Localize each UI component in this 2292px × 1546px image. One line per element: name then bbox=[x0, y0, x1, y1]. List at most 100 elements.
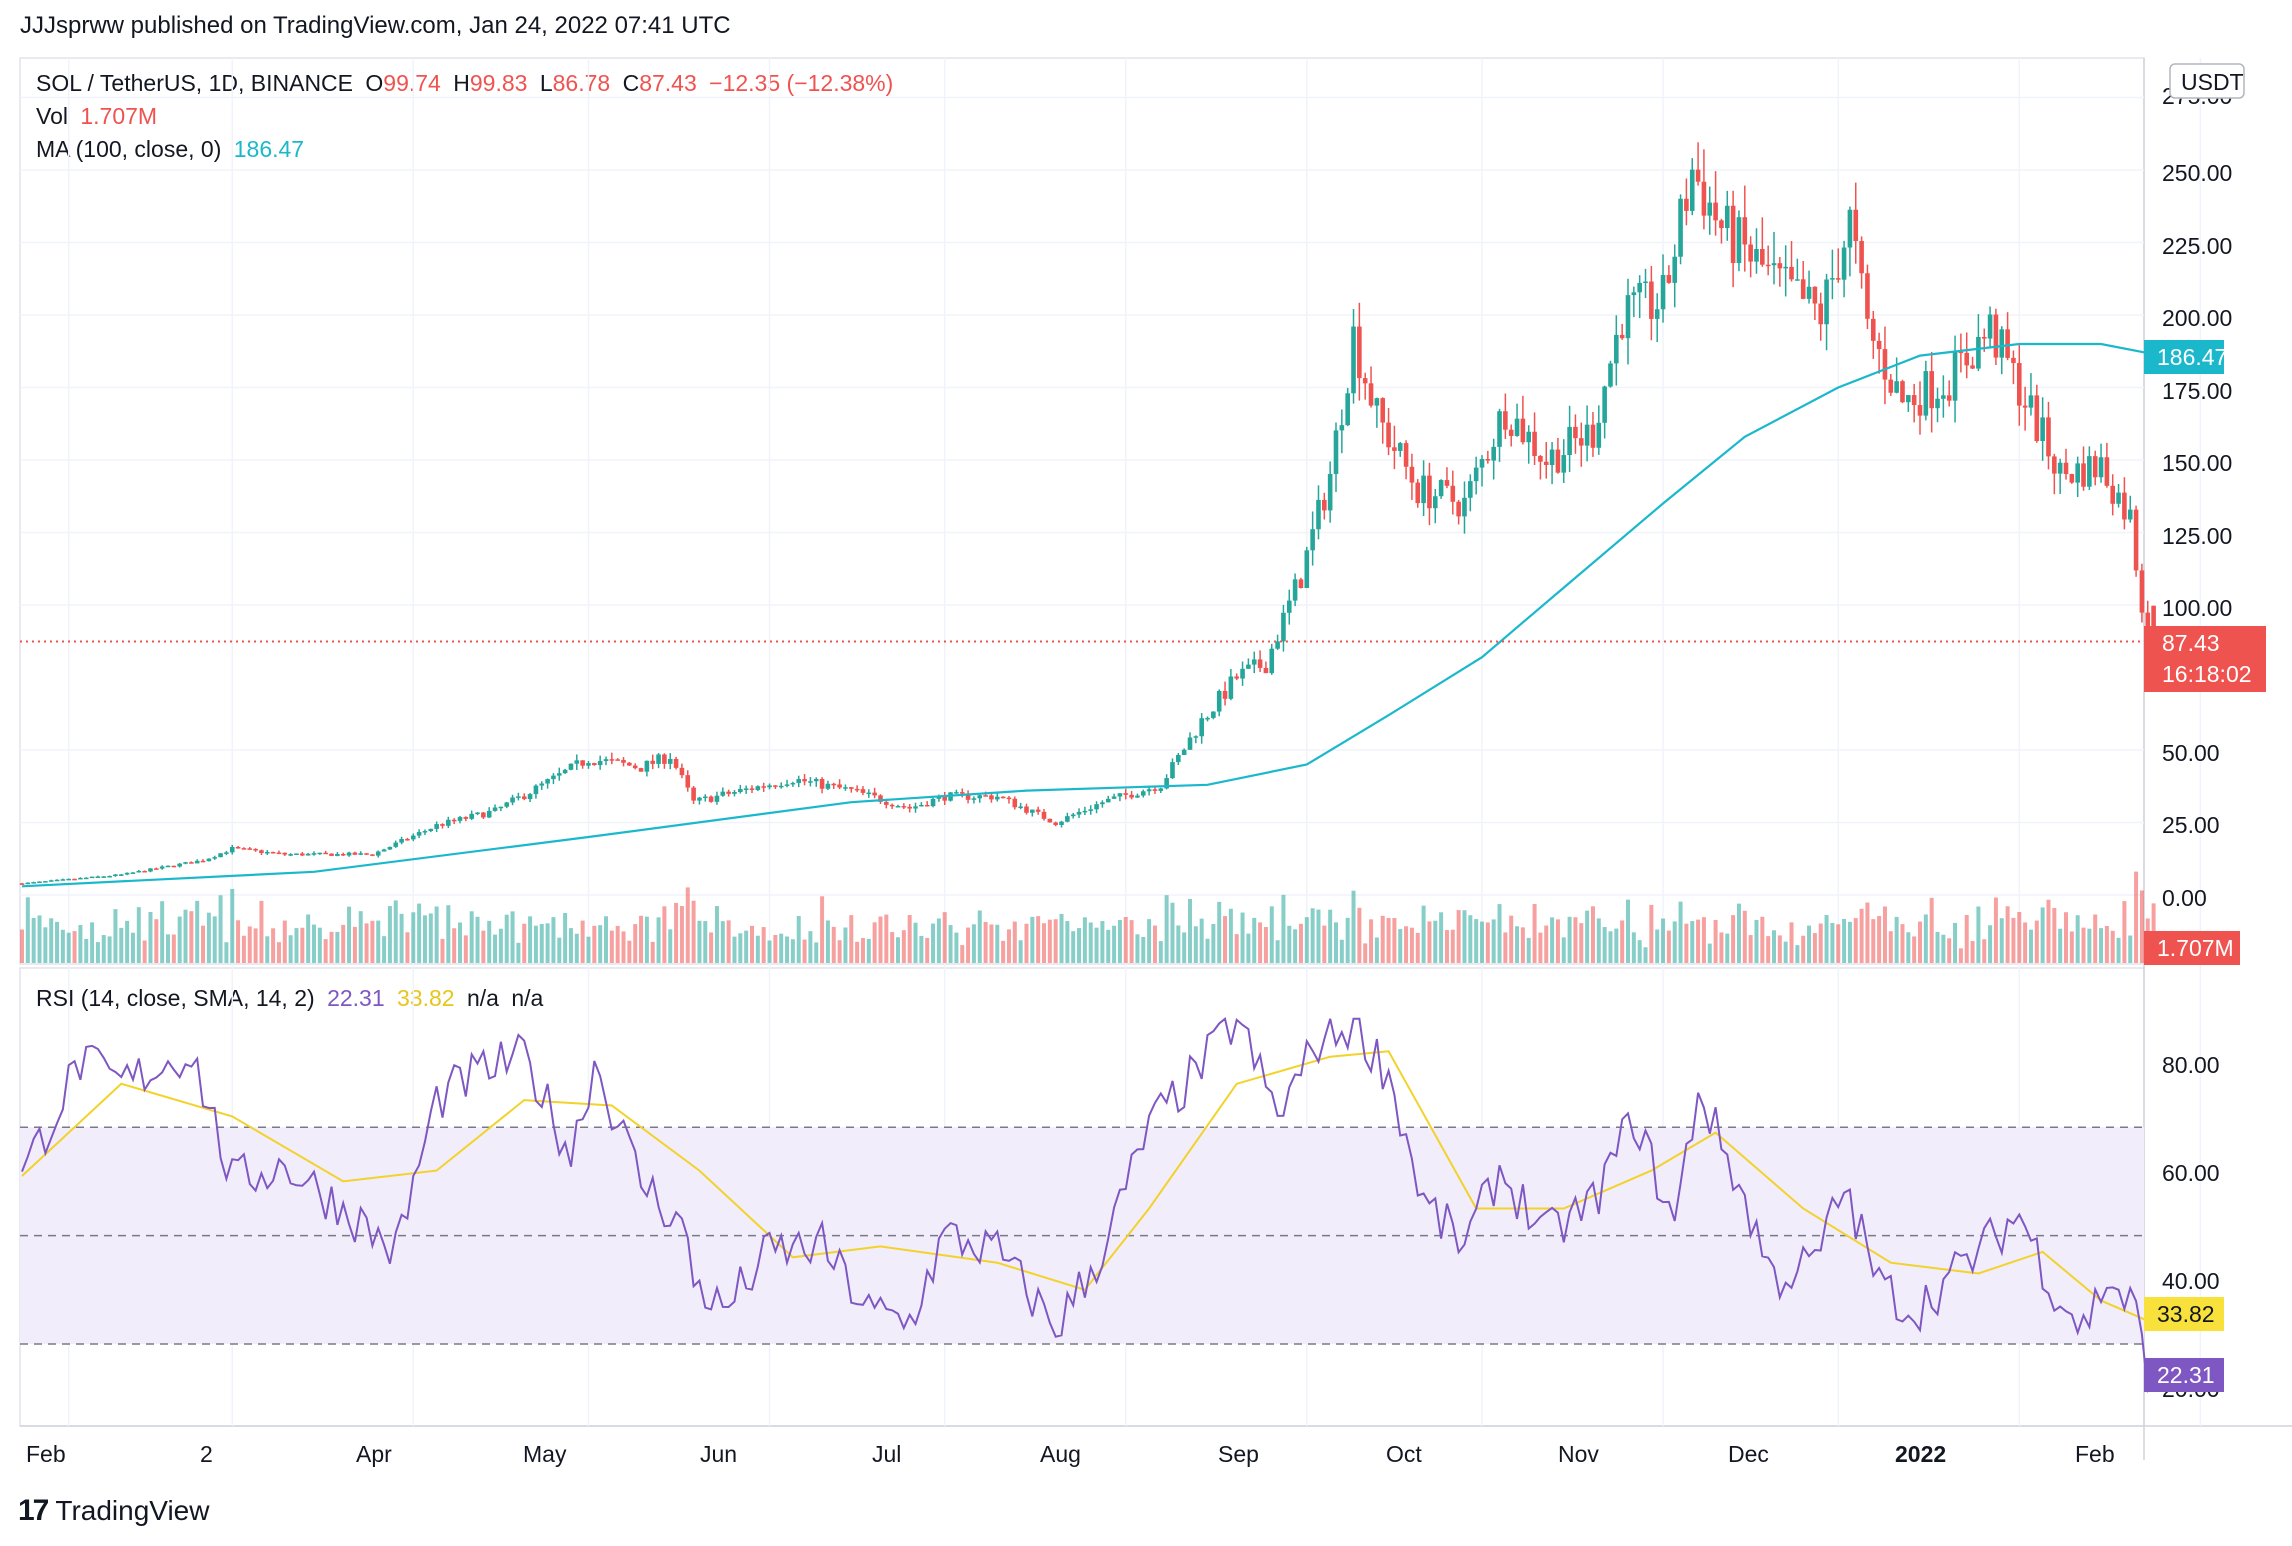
candle-body bbox=[1444, 480, 1450, 486]
candle-body bbox=[1351, 326, 1356, 394]
volume-bar bbox=[1777, 935, 1782, 963]
volume-bar bbox=[90, 922, 95, 963]
candle-body bbox=[1263, 667, 1269, 674]
candle-body bbox=[539, 783, 545, 786]
candle-body bbox=[562, 769, 568, 774]
candle-body bbox=[393, 842, 399, 847]
volume-label[interactable]: Vol bbox=[36, 103, 68, 129]
volume-bar bbox=[1036, 916, 1041, 963]
candle-body bbox=[1234, 676, 1240, 679]
footer-brand: TradingView bbox=[55, 1495, 210, 1526]
candle-body bbox=[2022, 405, 2028, 408]
candle-body bbox=[1660, 274, 1666, 310]
price-tick: 125.00 bbox=[2162, 523, 2232, 549]
candle-body bbox=[808, 781, 813, 783]
candle-body bbox=[1386, 422, 1391, 448]
candle-body bbox=[644, 760, 650, 772]
volume-bar bbox=[271, 928, 276, 963]
symbol-name[interactable]: SOL / TetherUS, 1D, BINANCE bbox=[36, 70, 354, 96]
volume-bar bbox=[1129, 920, 1134, 963]
candle-body bbox=[451, 819, 457, 822]
candle-body bbox=[685, 775, 691, 788]
volume-bar bbox=[1088, 922, 1093, 963]
volume-bar bbox=[1918, 921, 1922, 963]
candle-body bbox=[510, 797, 515, 803]
volume-bar bbox=[1427, 921, 1432, 963]
volume-bar bbox=[253, 928, 258, 963]
candle-body bbox=[1456, 501, 1461, 517]
candle-body bbox=[1806, 286, 1812, 299]
candle-body bbox=[1549, 449, 1555, 466]
volume-bar bbox=[72, 931, 77, 963]
candle-body bbox=[662, 754, 667, 764]
volume-bar bbox=[995, 924, 1000, 963]
candle-body bbox=[679, 767, 685, 776]
candle-body bbox=[1999, 329, 2005, 358]
candle-body bbox=[457, 817, 463, 821]
time-label-year: 2022 bbox=[1895, 1441, 1946, 1467]
volume-bar bbox=[1923, 914, 1928, 963]
candle-body bbox=[1625, 295, 1631, 339]
candle-body bbox=[305, 853, 311, 856]
rsi-axis[interactable]: 80.00 60.00 40.00 20.00 bbox=[2162, 1052, 2220, 1402]
volume-bar bbox=[1701, 917, 1706, 963]
candle-body bbox=[609, 759, 615, 761]
volume-bar bbox=[493, 934, 498, 963]
candle-body bbox=[189, 862, 194, 864]
candle-body bbox=[1024, 806, 1029, 813]
volume-bar bbox=[300, 927, 305, 963]
candle-body bbox=[1397, 443, 1403, 451]
volume-bar bbox=[1456, 910, 1461, 963]
volume-bar bbox=[2116, 937, 2121, 963]
volume-bar bbox=[2128, 935, 2133, 963]
candle-body bbox=[2046, 417, 2051, 457]
candle-body bbox=[1421, 475, 1426, 504]
volume-bar bbox=[586, 936, 591, 963]
candle-body bbox=[492, 807, 498, 811]
candle-body bbox=[1713, 202, 1718, 221]
candle-body bbox=[1555, 449, 1561, 473]
candle-body bbox=[270, 851, 276, 854]
candle-body bbox=[1041, 811, 1047, 819]
volume-bar bbox=[989, 924, 994, 963]
volume-bar bbox=[557, 937, 562, 963]
candle-body bbox=[1193, 736, 1199, 738]
volume-bar bbox=[1579, 923, 1584, 963]
volume-bar bbox=[1433, 920, 1438, 963]
rsi-label[interactable]: RSI (14, close, SMA, 14, 2) bbox=[36, 985, 315, 1011]
currency-button[interactable]: USDT bbox=[2169, 63, 2245, 99]
candle-body bbox=[1251, 659, 1257, 665]
volume-bar bbox=[551, 917, 556, 963]
time-axis[interactable]: Feb 2 Apr May Jun Jul Aug Sep Oct Nov De… bbox=[26, 1441, 2115, 1467]
ma-label[interactable]: MA (100, close, 0) bbox=[36, 136, 222, 162]
volume-bar bbox=[726, 920, 731, 963]
time-label: Feb bbox=[2075, 1441, 2115, 1467]
ma-100-line bbox=[21, 342, 2154, 888]
candle-body bbox=[2133, 509, 2139, 571]
price-axis[interactable]: 275.00 250.00 225.00 200.00 175.00 150.0… bbox=[2162, 83, 2232, 911]
volume-bar bbox=[1824, 915, 1829, 963]
volume-bar bbox=[568, 928, 573, 963]
volume-bar bbox=[2069, 931, 2074, 963]
volume-bar bbox=[1964, 914, 1969, 963]
time-label: 2 bbox=[200, 1441, 213, 1467]
candle-body bbox=[1322, 499, 1327, 511]
volume-bar bbox=[714, 906, 719, 963]
volume-bar bbox=[37, 915, 42, 963]
candle-body bbox=[697, 797, 702, 801]
candle-body bbox=[282, 852, 288, 855]
candle-body bbox=[200, 860, 206, 863]
candle-body bbox=[1246, 664, 1251, 669]
volume-bar bbox=[644, 916, 649, 963]
candle-body bbox=[434, 824, 439, 829]
candle-body bbox=[907, 806, 912, 809]
tradingview-footer[interactable]: 17 TradingView bbox=[18, 1494, 209, 1528]
volume-bar bbox=[2011, 917, 2016, 963]
candle-body bbox=[300, 853, 305, 856]
candle-body bbox=[1105, 798, 1111, 803]
time-label: Nov bbox=[1558, 1441, 1599, 1467]
volume-bar bbox=[1275, 940, 1280, 963]
rsi-tick: 60.00 bbox=[2162, 1160, 2220, 1186]
open-value: 99.74 bbox=[383, 70, 441, 96]
